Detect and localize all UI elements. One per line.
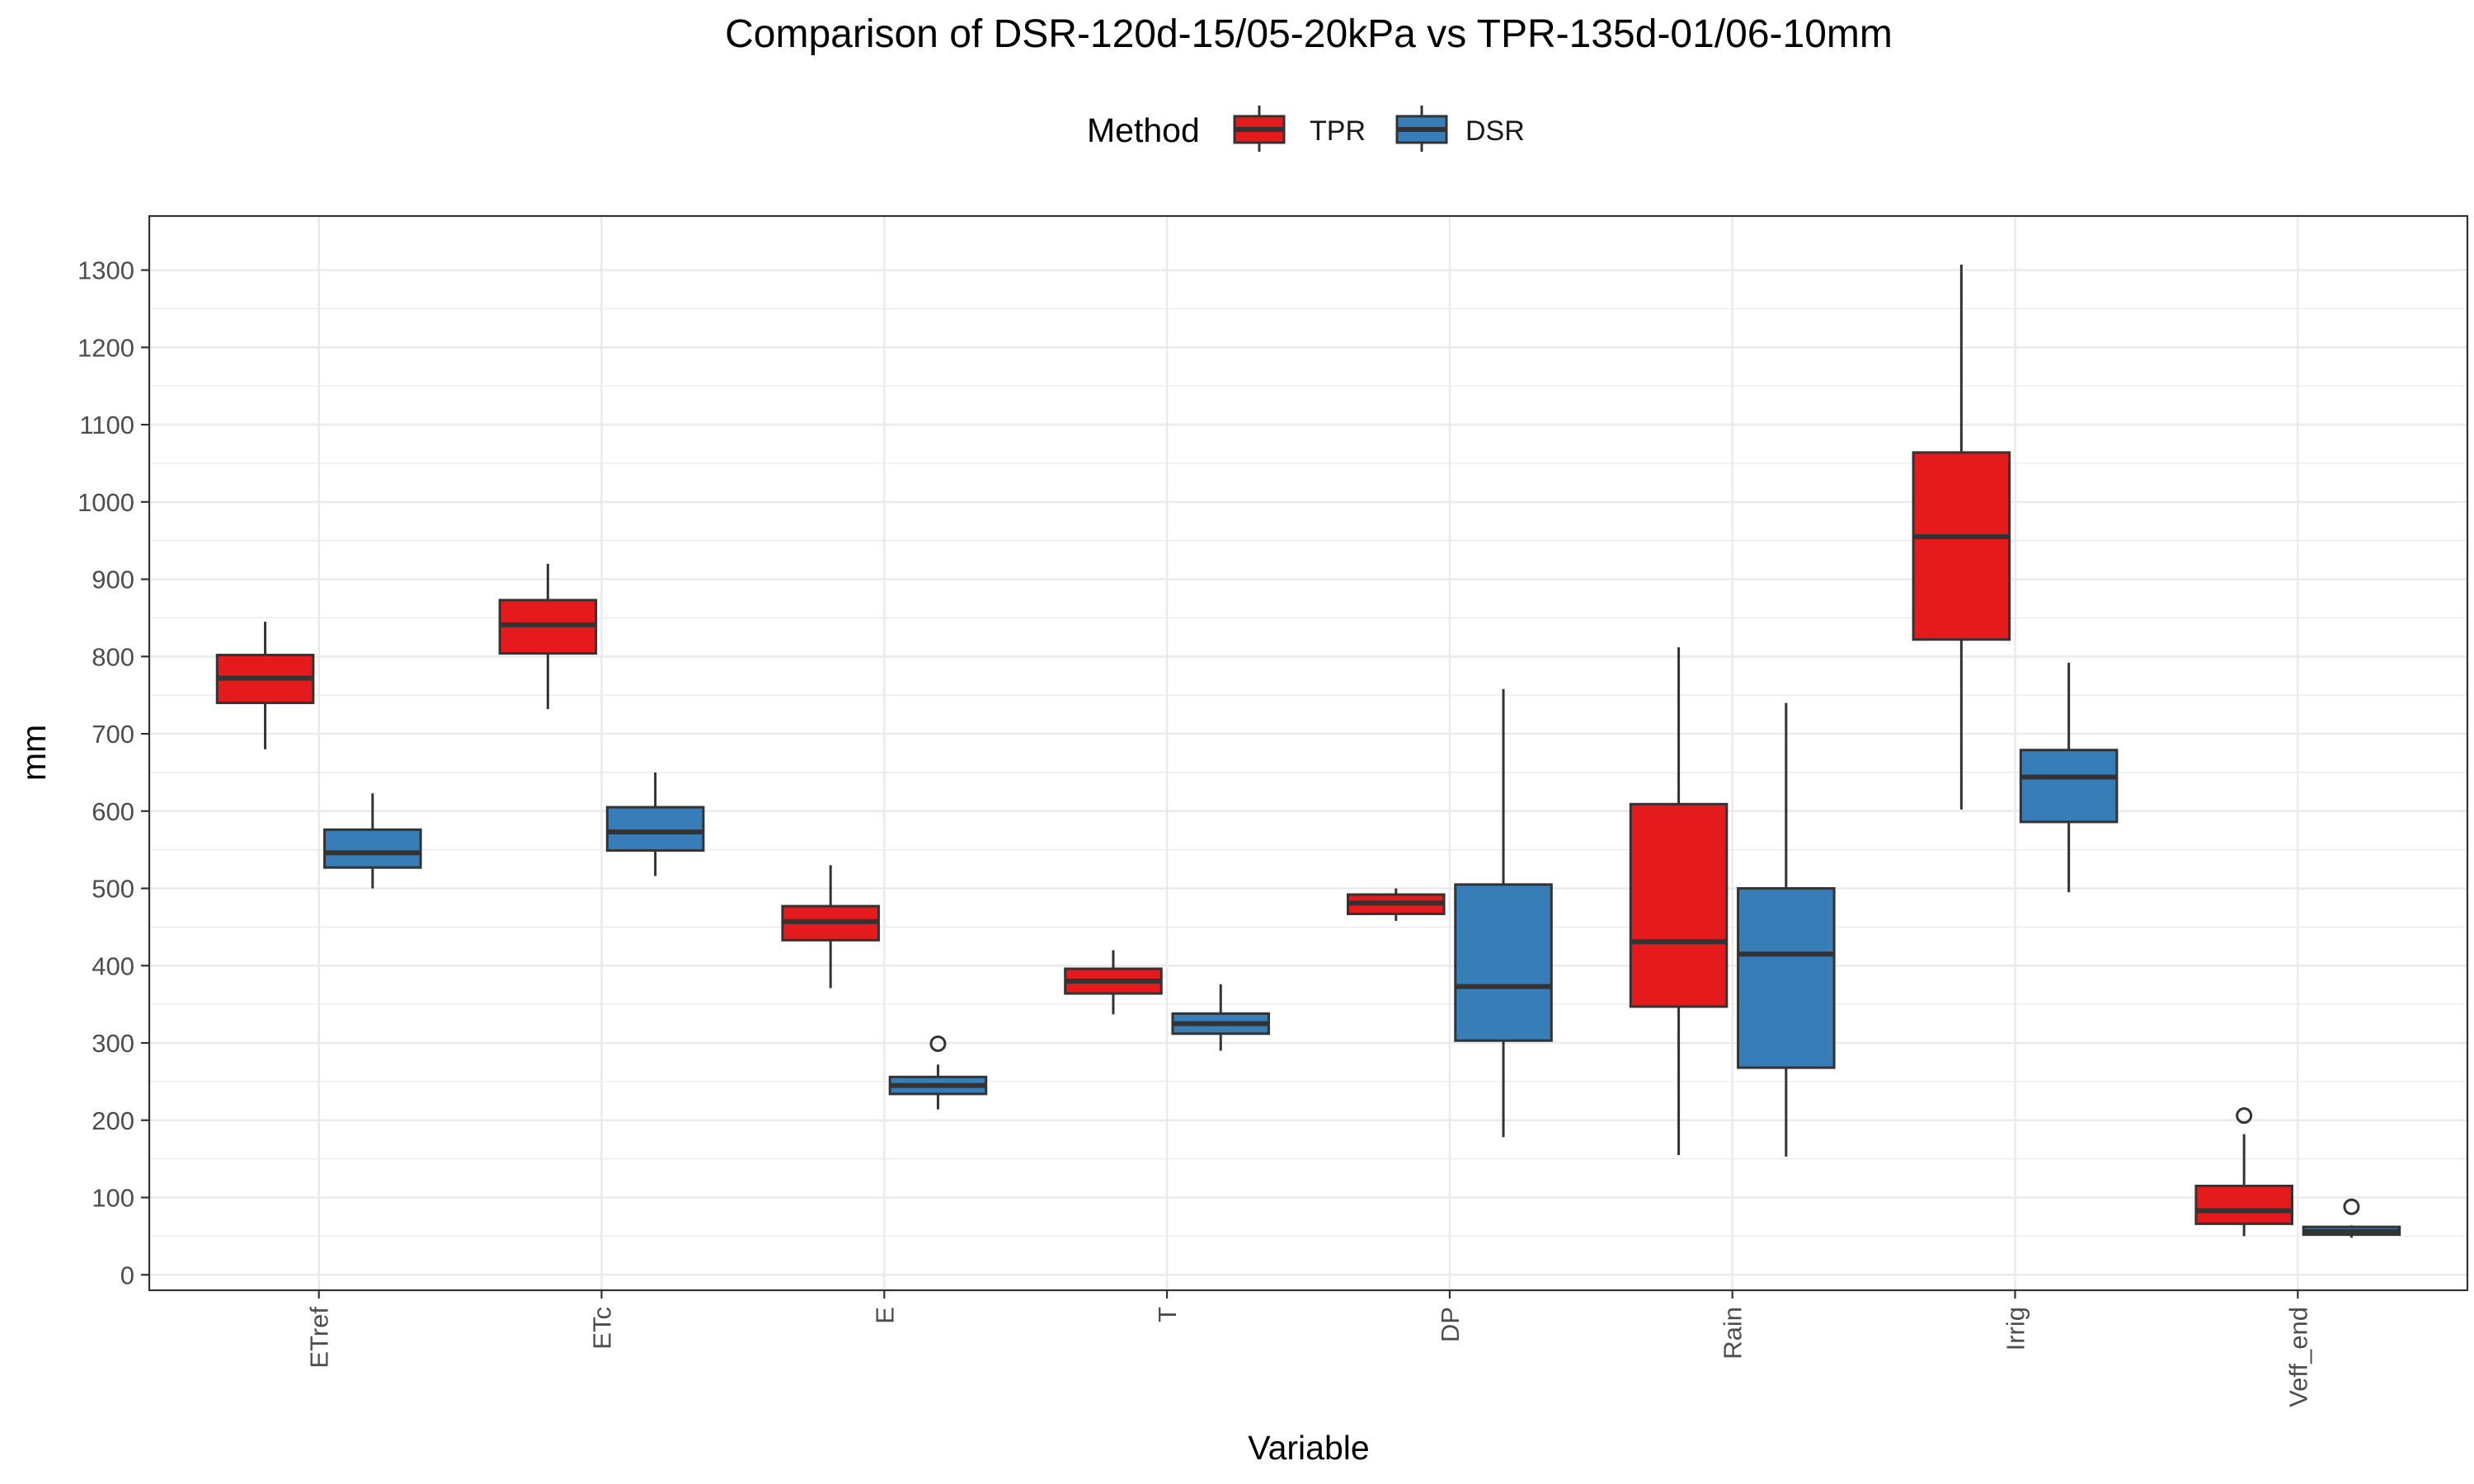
y-tick-label: 1300 (78, 256, 134, 285)
outlier-point (929, 1035, 947, 1052)
box-tpr-e (781, 865, 880, 989)
box-body (1454, 883, 1553, 1042)
y-tick-label: 200 (92, 1106, 134, 1135)
grid-lines (149, 216, 2467, 1290)
y-tick-label: 100 (92, 1184, 134, 1213)
y-tick-label: 600 (92, 797, 134, 826)
box-tpr-dp (1346, 888, 1446, 921)
panel-border (148, 214, 2469, 1292)
box-body (2194, 1184, 2293, 1225)
y-axis-title: mm (15, 725, 53, 781)
y-tick-label: 0 (120, 1261, 134, 1289)
y-tick-label: 800 (92, 642, 134, 671)
x-axis: ETref ETc E T DP Rain Irrig Veff_end (305, 1290, 2312, 1407)
x-tick-label: Rain (1719, 1307, 1747, 1360)
box-body (1629, 802, 1729, 1008)
box-dsr-rain (1737, 702, 1836, 1157)
x-tick-label: DP (1436, 1307, 1465, 1342)
y-axis: 0 100 200 300 400 500 600 700 800 900 1000 1100 1200… (78, 256, 149, 1289)
legend-item-tpr: TPR (1233, 106, 1366, 152)
box-tpr-etref (215, 622, 315, 749)
box-body (1737, 887, 1836, 1069)
box-dsr-e (888, 1035, 988, 1110)
plot-panel (149, 216, 2467, 1290)
legend-label: DSR (1465, 115, 1525, 147)
outlier-point (2343, 1198, 2360, 1215)
y-tick-label: 1000 (78, 488, 134, 517)
y-tick-label: 1100 (79, 411, 134, 439)
legend: Method TPR DSR (1087, 106, 1525, 152)
chart-title: Comparison of DSR-120d-15/05-20kPa vs TP… (725, 12, 1893, 56)
box-tpr-rain (1629, 647, 1729, 1155)
y-tick-label: 700 (92, 720, 134, 749)
box-dsr-etref (323, 793, 422, 889)
box-layer (215, 265, 2401, 1238)
x-tick-label: ETref (305, 1307, 334, 1369)
box-tpr-etc (498, 563, 598, 710)
legend-title: Method (1087, 111, 1200, 149)
box-tpr-irrig (1912, 265, 2011, 810)
y-tick-label: 900 (92, 566, 134, 594)
x-tick-label: E (870, 1307, 899, 1324)
legend-item-dsr: DSR (1395, 106, 1525, 152)
x-tick-label: Irrig (2001, 1307, 2030, 1350)
y-tick-label: 1200 (78, 333, 134, 362)
box-body (605, 805, 705, 852)
x-tick-label: Veff_end (2284, 1307, 2312, 1407)
y-tick-label: 500 (92, 875, 134, 904)
box-dsr-t (1171, 984, 1271, 1051)
box-dsr-veff_end (2302, 1198, 2401, 1238)
box-body (2019, 749, 2119, 824)
x-tick-label: ETc (587, 1307, 616, 1350)
y-tick-label: 400 (92, 951, 134, 980)
y-tick-label: 300 (92, 1029, 134, 1058)
box-dsr-irrig (2019, 662, 2119, 893)
x-axis-title: Variable (1248, 1429, 1369, 1467)
box-dsr-dp (1454, 688, 1553, 1138)
legend-label: TPR (1310, 115, 1366, 147)
box-body (323, 828, 422, 869)
x-tick-label: T (1153, 1307, 1182, 1322)
outlier-point (2236, 1107, 2253, 1125)
box-tpr-veff_end (2194, 1107, 2293, 1237)
box-tpr-t (1064, 950, 1163, 1015)
box-dsr-etc (605, 772, 705, 876)
box-body (1912, 451, 2011, 641)
